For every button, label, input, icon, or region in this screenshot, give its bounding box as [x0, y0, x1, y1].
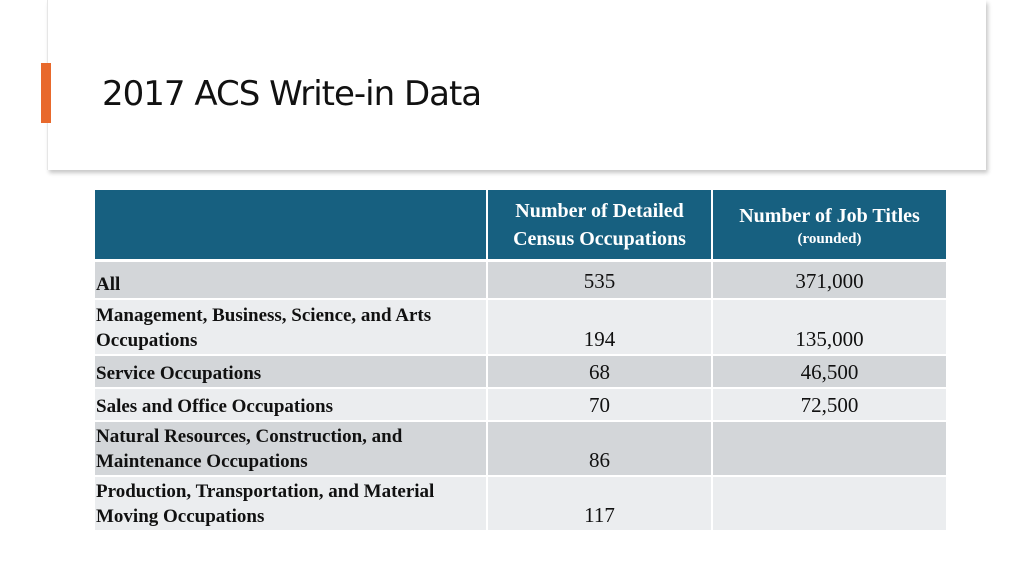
table-row: All 535 371,000 — [95, 260, 946, 300]
row-label: Natural Resources, Construction, and Mai… — [95, 421, 488, 477]
header-category — [95, 190, 488, 262]
title-band — [47, 0, 986, 170]
row-label: Production, Transportation, and Material… — [95, 476, 488, 532]
row-job-titles: 46,500 — [712, 355, 946, 389]
header-job-titles-label: Number of Job Titles — [739, 204, 920, 227]
row-label: All — [95, 260, 488, 300]
row-occupations: 68 — [487, 355, 713, 389]
table-header-row: Number of Detailed Census Occupations Nu… — [95, 190, 946, 262]
table-row: Management, Business, Science, and Arts … — [95, 299, 946, 356]
row-occupations: 70 — [487, 388, 713, 422]
row-label: Service Occupations — [95, 355, 488, 389]
title-accent-bar — [41, 63, 51, 123]
header-job-titles: Number of Job Titles (rounded) — [712, 190, 946, 262]
row-occupations: 194 — [487, 299, 713, 356]
row-label: Management, Business, Science, and Arts … — [95, 299, 488, 356]
header-detailed-occupations: Number of Detailed Census Occupations — [487, 190, 713, 262]
row-job-titles: 135,000 — [712, 299, 946, 356]
data-table: Number of Detailed Census Occupations Nu… — [95, 190, 946, 532]
table-row: Natural Resources, Construction, and Mai… — [95, 421, 946, 477]
row-occupations: 535 — [487, 260, 713, 300]
row-job-titles — [712, 476, 946, 532]
slide-title: 2017 ACS Write-in Data — [102, 74, 482, 114]
row-label: Sales and Office Occupations — [95, 388, 488, 422]
table-row: Service Occupations 68 46,500 — [95, 355, 946, 389]
row-occupations: 86 — [487, 421, 713, 477]
table-row: Production, Transportation, and Material… — [95, 476, 946, 532]
table-row: Sales and Office Occupations 70 72,500 — [95, 388, 946, 422]
row-job-titles — [712, 421, 946, 477]
row-job-titles: 72,500 — [712, 388, 946, 422]
row-job-titles: 371,000 — [712, 260, 946, 300]
header-job-titles-note: (rounded) — [797, 230, 862, 247]
row-occupations: 117 — [487, 476, 713, 532]
header-detailed-occupations-label: Number of Detailed Census Occupations — [513, 199, 686, 250]
